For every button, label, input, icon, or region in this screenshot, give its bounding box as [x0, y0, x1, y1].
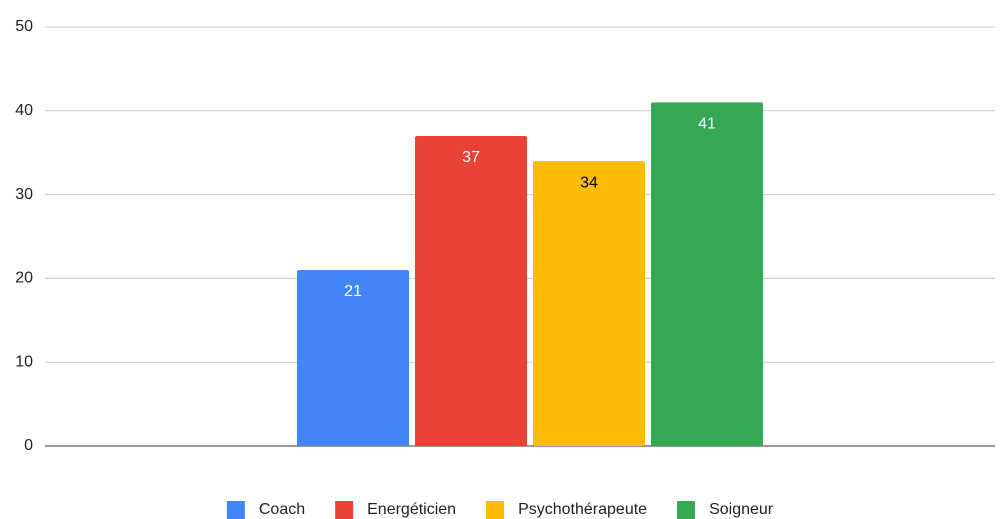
y-tick-label: 20 [15, 270, 33, 287]
bar [415, 135, 527, 446]
legend-swatch [677, 501, 696, 519]
y-tick-label: 10 [15, 353, 33, 370]
legend-label: Psychothérapeute [518, 501, 647, 518]
y-tick-label: 30 [15, 186, 33, 203]
data-label: 34 [580, 174, 598, 191]
y-tick-label: 0 [24, 437, 33, 454]
legend-label: Energéticien [367, 501, 456, 518]
data-label: 37 [462, 149, 480, 166]
legend-swatch [226, 501, 245, 519]
legend-swatch [486, 501, 505, 519]
y-tick-label: 40 [15, 102, 33, 119]
data-label: 41 [698, 116, 716, 133]
data-label: 21 [344, 283, 362, 300]
legend-swatch [335, 501, 354, 519]
bar [651, 102, 763, 447]
y-tick-label: 50 [15, 18, 33, 35]
legend-label: Soigneur [709, 501, 774, 518]
legend-label: Coach [259, 501, 305, 518]
bar [533, 161, 645, 446]
bar [297, 270, 409, 446]
